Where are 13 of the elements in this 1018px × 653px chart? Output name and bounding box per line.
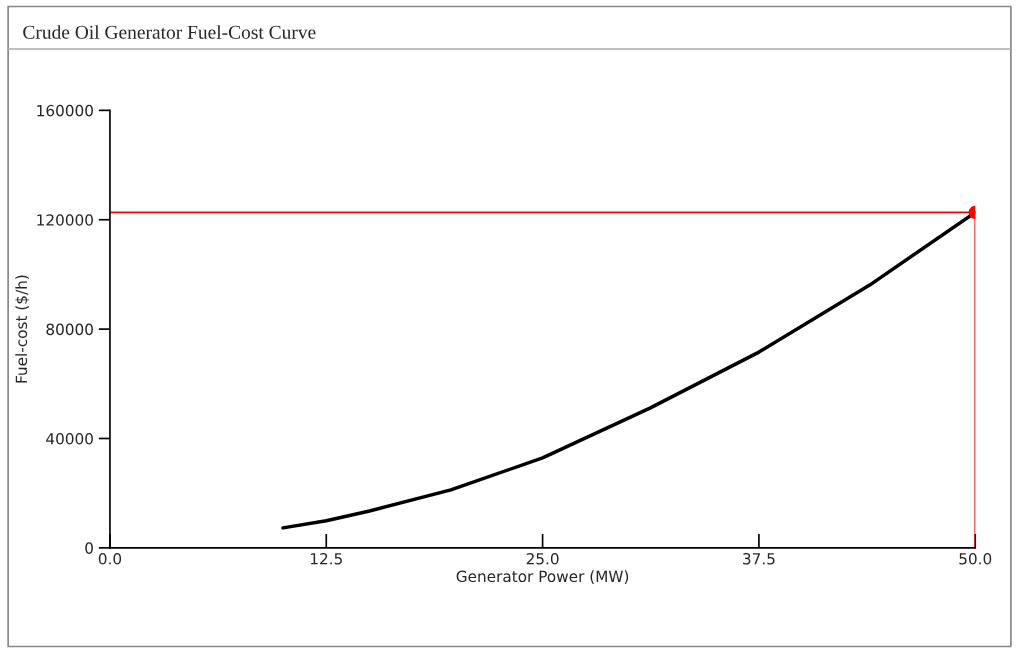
x-tick-label: 50.0	[959, 553, 992, 565]
x-tick-label: 25.0	[526, 553, 559, 565]
y-tick-label: 120000	[37, 214, 93, 226]
y-tick-label: 80000	[46, 323, 93, 336]
x-tick-label: 37.5	[743, 553, 775, 565]
y-tick-label: 160000	[37, 104, 93, 117]
x-tick-label: 12.5	[310, 553, 342, 565]
x-tick-label: 0.0	[98, 553, 122, 565]
y-tick-label: 40000	[46, 432, 93, 445]
x-axis-title: Generator Power (MW)	[456, 570, 629, 584]
y-axis-title: Fuel-cost ($/h)	[15, 275, 30, 383]
chart-title: Crude Oil Generator Fuel-Cost Curve	[23, 25, 316, 39]
y-tick-label: 0	[85, 542, 93, 554]
